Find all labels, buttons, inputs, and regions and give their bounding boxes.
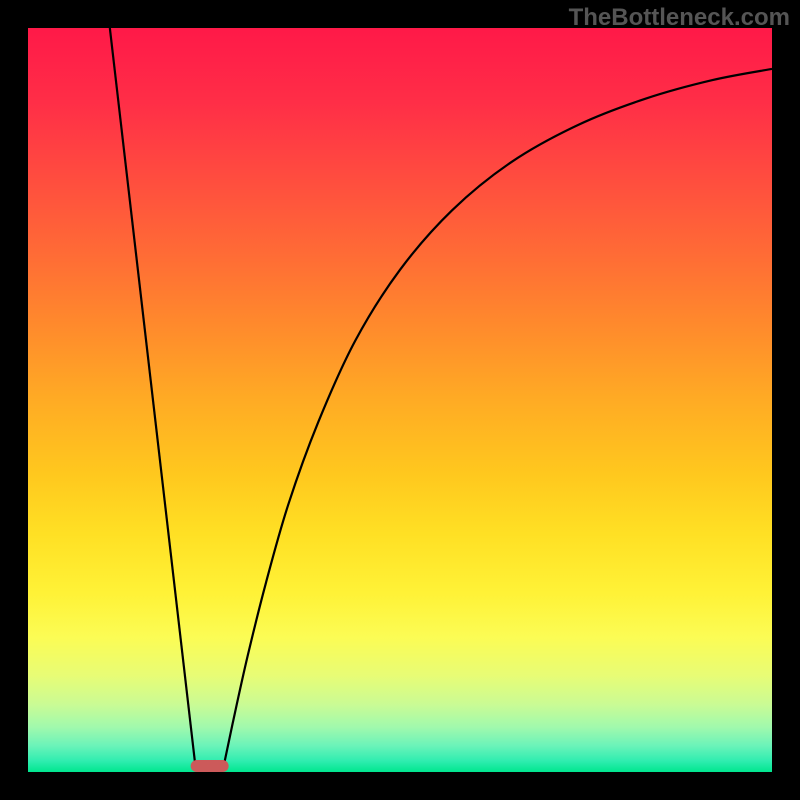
watermark-text: TheBottleneck.com — [569, 4, 790, 32]
bottleneck-curve — [28, 28, 772, 772]
optimal-marker — [190, 760, 229, 772]
plot-area — [28, 28, 772, 772]
bottleneck-chart: TheBottleneck.com — [0, 0, 800, 800]
